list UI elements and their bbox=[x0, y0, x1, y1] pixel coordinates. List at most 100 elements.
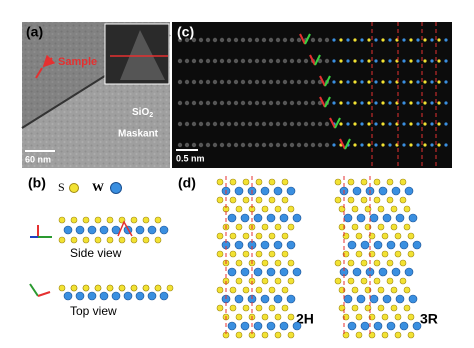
atom-dot bbox=[367, 143, 371, 147]
s-atom bbox=[274, 313, 282, 321]
s-atom bbox=[216, 304, 224, 312]
w-atom bbox=[273, 186, 283, 196]
atom-dot bbox=[177, 79, 183, 85]
s-atom bbox=[261, 259, 269, 267]
atom-dot bbox=[198, 121, 204, 127]
unit-cell bbox=[117, 220, 133, 237]
w-atom bbox=[356, 213, 366, 223]
s-atom bbox=[394, 232, 402, 240]
s-atom bbox=[355, 331, 363, 339]
w-atom bbox=[234, 240, 244, 250]
atom-dot bbox=[184, 142, 190, 148]
atom-dot bbox=[444, 59, 448, 63]
s-atom bbox=[130, 236, 138, 244]
s-atom bbox=[216, 196, 224, 204]
w-atom bbox=[408, 213, 418, 223]
s-atom bbox=[235, 277, 243, 285]
s-atom bbox=[70, 216, 78, 224]
atom-dot bbox=[303, 142, 309, 148]
w-atom bbox=[279, 213, 289, 223]
s-atom bbox=[69, 183, 79, 193]
s-atom bbox=[229, 232, 237, 240]
atom-dot bbox=[367, 59, 371, 63]
w-atom bbox=[159, 225, 169, 235]
atom-dot bbox=[289, 79, 295, 85]
atom-dot bbox=[423, 80, 427, 84]
atom-dot bbox=[219, 58, 225, 64]
atom-dot bbox=[423, 122, 427, 126]
w-atom bbox=[110, 182, 122, 194]
atom-dot bbox=[268, 58, 274, 64]
atom-dot bbox=[353, 59, 357, 63]
atom-dot bbox=[247, 79, 253, 85]
s-atom bbox=[118, 236, 126, 244]
panel-c-text: (c) 0.5 nm bbox=[176, 24, 205, 163]
s-atom bbox=[281, 250, 289, 258]
atom-dot bbox=[212, 37, 218, 43]
top-view-label: Top view bbox=[70, 304, 117, 318]
atom-dot bbox=[430, 80, 434, 84]
atom-dot bbox=[240, 79, 246, 85]
w-atom bbox=[343, 213, 353, 223]
s-atom bbox=[261, 223, 269, 231]
w-atom bbox=[404, 186, 414, 196]
atom-dot bbox=[240, 121, 246, 127]
s-atom bbox=[229, 250, 237, 258]
marker-red bbox=[309, 54, 316, 66]
s-atom bbox=[334, 178, 342, 186]
s-atom bbox=[399, 196, 407, 204]
s-atom bbox=[216, 232, 224, 240]
w-atom bbox=[111, 291, 121, 301]
atom-dot bbox=[423, 59, 427, 63]
atom-dot bbox=[402, 101, 406, 105]
atom-dot bbox=[184, 58, 190, 64]
atom-dot bbox=[191, 121, 197, 127]
atom-dot bbox=[296, 121, 302, 127]
atom-dot bbox=[402, 38, 406, 42]
s-atom bbox=[399, 259, 407, 267]
atom-dot bbox=[247, 37, 253, 43]
s-atom bbox=[255, 178, 263, 186]
w-atom bbox=[347, 321, 357, 331]
marker-red bbox=[339, 138, 346, 150]
arrow bbox=[42, 54, 56, 68]
atom-dot bbox=[303, 79, 309, 85]
s-atom bbox=[351, 286, 359, 294]
s-atom bbox=[70, 284, 78, 292]
atom-dot bbox=[381, 101, 385, 105]
panel-b: (b) S W Side view Top view bbox=[28, 175, 174, 318]
marker-green bbox=[324, 75, 331, 87]
s-atom bbox=[154, 216, 162, 224]
atom-dot bbox=[360, 38, 364, 42]
atom-dot bbox=[353, 38, 357, 42]
scale-label: 60 nm bbox=[25, 154, 51, 164]
s-atom bbox=[373, 178, 381, 186]
atom-dot bbox=[332, 101, 336, 105]
s-atom bbox=[287, 223, 295, 231]
s-atom bbox=[216, 286, 224, 294]
w-atom bbox=[391, 186, 401, 196]
s-atom bbox=[281, 178, 289, 186]
atom-dot bbox=[198, 142, 204, 148]
atom-dot bbox=[233, 79, 239, 85]
w-atom bbox=[404, 267, 414, 277]
s-atom bbox=[274, 277, 282, 285]
atom-dot bbox=[219, 37, 225, 43]
s-atom bbox=[130, 284, 138, 292]
atom-dot bbox=[254, 121, 260, 127]
panel-label: (d) bbox=[178, 175, 196, 191]
s-atom bbox=[386, 277, 394, 285]
s-atom bbox=[360, 277, 368, 285]
atom-dot bbox=[310, 100, 316, 106]
w-atom bbox=[369, 213, 379, 223]
s-atom bbox=[106, 284, 114, 292]
s-atom bbox=[347, 259, 355, 267]
atom-dot bbox=[353, 80, 357, 84]
w-atom bbox=[253, 321, 263, 331]
atom-dot bbox=[233, 142, 239, 148]
w-atom bbox=[99, 225, 109, 235]
s-atom bbox=[347, 277, 355, 285]
s-atom bbox=[268, 178, 276, 186]
s-atom bbox=[407, 331, 415, 339]
w-atom bbox=[135, 225, 145, 235]
